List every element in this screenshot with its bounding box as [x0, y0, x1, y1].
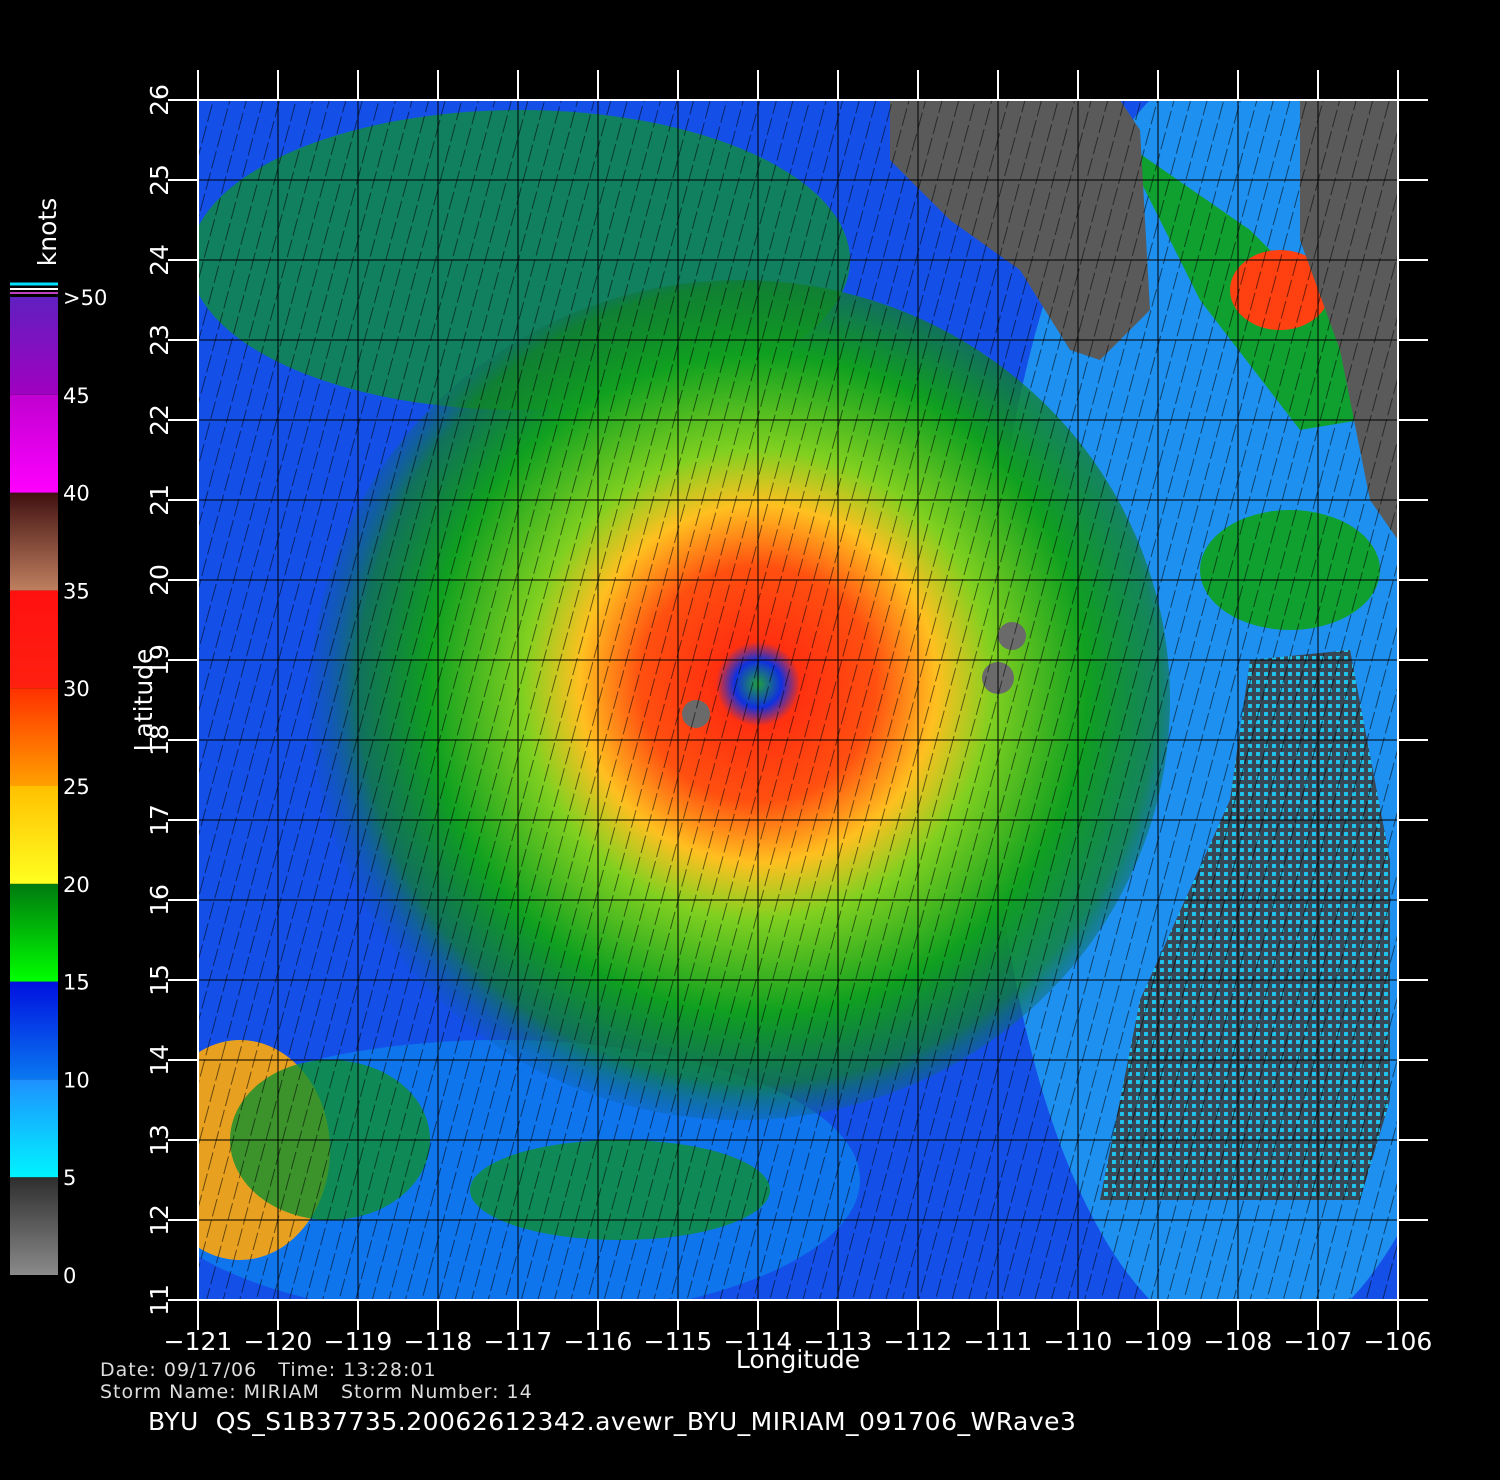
colorbar: 0 5 10 15 20 25 30 35 40 45 >50 — [10, 286, 107, 1288]
y-tick-label: 17 — [145, 804, 174, 836]
x-tick-label: −116 — [564, 1327, 633, 1356]
colorbar-tick-label: 10 — [63, 1068, 90, 1092]
colorbar-tick-label: 40 — [63, 482, 90, 506]
y-tick-label: 15 — [145, 964, 174, 996]
colorbar-tick-label: 5 — [63, 1166, 76, 1190]
colorbar-segment — [10, 883, 58, 982]
y-axis-label: Latitude — [129, 649, 158, 752]
colorbar-segment — [10, 492, 58, 591]
y-tick-label: 23 — [145, 324, 174, 356]
y-tick-label: 18 — [145, 724, 174, 756]
colorbar-segment — [10, 394, 58, 493]
storm-info: Storm Name: MIRIAM Storm Number: 14 — [100, 1381, 533, 1403]
colorbar-tick-label: 30 — [63, 677, 90, 701]
x-tick-label: −112 — [884, 1327, 953, 1356]
map-image — [198, 100, 1398, 1300]
colorbar-segment — [10, 1079, 58, 1178]
x-tick-label: −109 — [1124, 1327, 1193, 1356]
colorbar-tick-label: 15 — [63, 971, 90, 995]
colorbar-segment — [10, 981, 58, 1080]
y-tick-label: 26 — [145, 84, 174, 116]
colorbar-tick-label: 45 — [63, 384, 90, 408]
y-tick-label: 11 — [145, 1284, 174, 1316]
x-tick-label: −113 — [804, 1327, 873, 1356]
y-tick-label: 22 — [145, 404, 174, 436]
x-tick-label: −119 — [324, 1327, 393, 1356]
x-tick-label: −110 — [1044, 1327, 1113, 1356]
x-tick-label: −106 — [1364, 1327, 1433, 1356]
y-tick-label: 20 — [145, 564, 174, 596]
colorbar-tick-label: 25 — [63, 775, 90, 799]
y-tick-label: 25 — [145, 164, 174, 196]
colorbar-tick-label: >50 — [63, 286, 107, 310]
colorbar-segment — [10, 1177, 58, 1275]
y-tick-label: 19 — [145, 644, 174, 676]
colorbar-title: knots — [33, 198, 62, 266]
x-axis-label: Longitude — [736, 1345, 860, 1374]
x-tick-label: −117 — [484, 1327, 553, 1356]
x-tick-label: −120 — [244, 1327, 313, 1356]
x-tick-label: −121 — [164, 1327, 233, 1356]
colorbar-tick-label: 35 — [63, 579, 90, 603]
x-tick-label: −115 — [644, 1327, 713, 1356]
x-tick-label: −107 — [1284, 1327, 1353, 1356]
plot-frame — [197, 99, 1399, 1301]
colorbar-segment — [10, 590, 58, 689]
y-tick-label: 14 — [145, 1044, 174, 1076]
colorbar-tick-label: 20 — [63, 873, 90, 897]
x-tick-label: −118 — [404, 1327, 473, 1356]
file-name: BYU QS_S1B37735.20062612342.avewr_BYU_MI… — [148, 1407, 1076, 1436]
x-tick-label: −108 — [1204, 1327, 1273, 1356]
y-tick-label: 24 — [145, 244, 174, 276]
date-time: Date: 09/17/06 Time: 13:28:01 — [100, 1359, 437, 1381]
colorbar-segment — [10, 786, 58, 884]
y-tick-label: 13 — [145, 1124, 174, 1156]
y-tick-label: 21 — [145, 484, 174, 516]
x-tick-label: −111 — [964, 1327, 1033, 1356]
x-tick-label: −114 — [724, 1327, 793, 1356]
colorbar-tick-label: 0 — [63, 1264, 76, 1288]
colorbar-segment — [10, 297, 58, 395]
y-tick-label: 12 — [145, 1204, 174, 1236]
colorbar-segment — [10, 688, 58, 786]
y-tick-label: 16 — [145, 884, 174, 916]
wind-vectors — [198, 100, 1398, 1300]
